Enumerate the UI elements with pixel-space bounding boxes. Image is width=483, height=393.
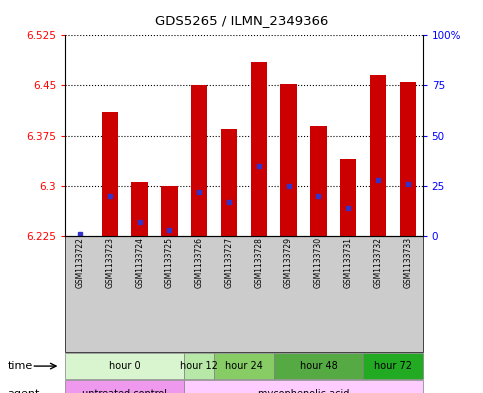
Bar [221, 129, 237, 236]
Bar [370, 75, 386, 236]
Text: GDS5265 / ILMN_2349366: GDS5265 / ILMN_2349366 [155, 14, 328, 27]
Text: hour 24: hour 24 [225, 361, 263, 371]
Text: time: time [7, 361, 32, 371]
Bar [281, 84, 297, 236]
Bar [399, 82, 416, 236]
Text: hour 12: hour 12 [180, 361, 218, 371]
Text: hour 0: hour 0 [109, 361, 141, 371]
Bar [191, 86, 207, 236]
Text: mycophenolic acid: mycophenolic acid [258, 389, 349, 393]
Text: agent: agent [7, 389, 40, 393]
Text: hour 72: hour 72 [374, 361, 412, 371]
Bar [131, 182, 148, 236]
Text: untreated control: untreated control [82, 389, 167, 393]
Bar [340, 159, 356, 236]
Bar [102, 112, 118, 236]
Bar [251, 62, 267, 236]
Bar [161, 186, 178, 236]
Text: hour 48: hour 48 [299, 361, 337, 371]
Bar [310, 126, 327, 236]
